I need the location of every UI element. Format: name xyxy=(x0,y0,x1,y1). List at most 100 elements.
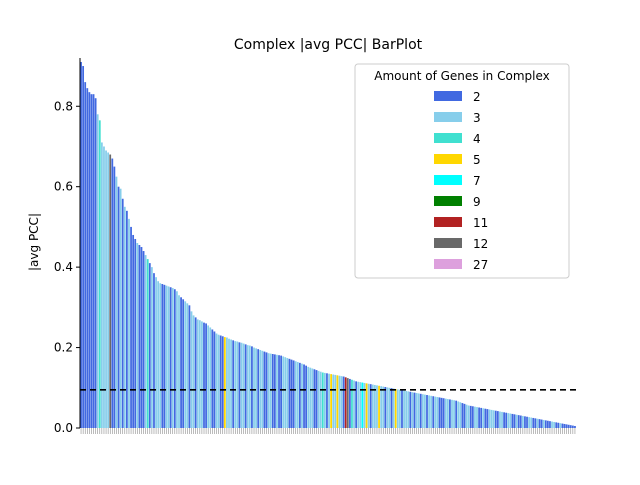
bar xyxy=(536,418,539,428)
legend-label: 2 xyxy=(473,90,481,104)
bar xyxy=(130,226,132,428)
bar xyxy=(159,283,162,428)
bar xyxy=(161,284,164,428)
bar xyxy=(559,423,562,428)
bar xyxy=(494,410,497,428)
bar xyxy=(173,289,176,428)
bar xyxy=(215,333,218,428)
bar xyxy=(524,416,526,428)
legend-label: 27 xyxy=(473,258,488,272)
bar xyxy=(226,337,228,428)
bar xyxy=(444,398,447,428)
legend: Amount of Genes in Complex 2 3 4 5 7 9 11 12 27 xyxy=(354,63,570,279)
bar xyxy=(513,414,516,428)
legend-title: Amount of Genes in Complex xyxy=(374,69,549,83)
bar xyxy=(296,362,299,428)
bar xyxy=(205,323,207,428)
bar xyxy=(188,305,191,428)
bar xyxy=(346,378,349,428)
bar xyxy=(90,94,93,428)
bar xyxy=(259,349,262,428)
bar xyxy=(138,245,141,428)
legend-label: 9 xyxy=(473,195,481,209)
bar xyxy=(526,416,528,428)
bar xyxy=(298,362,301,428)
bar xyxy=(421,394,424,428)
bar xyxy=(461,403,464,428)
legend-swatch xyxy=(434,91,462,101)
bar xyxy=(115,176,118,428)
legend-swatch xyxy=(434,154,462,164)
bar xyxy=(136,243,139,428)
bar xyxy=(86,88,89,428)
bar xyxy=(251,346,253,428)
bar xyxy=(196,319,199,428)
bar xyxy=(128,218,130,428)
bar xyxy=(369,384,372,428)
bar xyxy=(499,411,501,428)
bar xyxy=(386,387,389,428)
bar xyxy=(534,418,537,428)
bar xyxy=(92,94,95,428)
legend-swatch xyxy=(434,133,462,143)
bar xyxy=(403,390,405,428)
bar xyxy=(399,389,401,428)
legend-swatch xyxy=(434,175,462,185)
bar xyxy=(163,284,166,428)
bar xyxy=(571,425,574,428)
bar xyxy=(374,384,376,428)
y-tick-label: 0.0 xyxy=(54,421,73,435)
bar xyxy=(540,419,543,428)
bar xyxy=(267,353,270,428)
bar xyxy=(192,315,195,428)
bar xyxy=(521,415,524,428)
legend-label: 12 xyxy=(473,237,488,251)
bar xyxy=(96,114,99,429)
bar xyxy=(363,382,366,428)
bar xyxy=(449,399,451,428)
bar xyxy=(361,382,364,428)
bar xyxy=(151,267,153,428)
bar xyxy=(451,399,453,428)
bar xyxy=(311,368,314,428)
bar xyxy=(407,391,410,428)
bar xyxy=(488,409,491,428)
bar xyxy=(244,344,247,428)
bar xyxy=(107,152,110,428)
bar xyxy=(176,291,178,428)
bar xyxy=(98,120,101,428)
bar xyxy=(501,411,503,428)
bar xyxy=(309,367,312,428)
bar xyxy=(401,390,403,428)
bar xyxy=(382,386,385,428)
bar xyxy=(223,337,226,428)
legend-box xyxy=(354,63,570,279)
bar xyxy=(186,303,189,428)
bar xyxy=(507,413,510,428)
bar xyxy=(376,385,378,428)
bar xyxy=(144,255,147,428)
bar xyxy=(459,402,462,428)
bar xyxy=(80,62,82,429)
bar xyxy=(336,375,339,428)
bar xyxy=(532,417,535,428)
bar xyxy=(496,411,499,428)
bar xyxy=(132,234,135,428)
bar xyxy=(530,417,533,428)
bar xyxy=(476,407,478,428)
bar xyxy=(565,424,568,428)
legend-label: 4 xyxy=(473,132,481,146)
bar xyxy=(121,198,124,428)
bar xyxy=(194,317,197,428)
y-tick-label: 0.2 xyxy=(54,341,73,355)
bar xyxy=(557,422,560,428)
bar xyxy=(273,354,276,428)
bar xyxy=(432,396,435,428)
bar xyxy=(301,363,303,428)
bar xyxy=(549,421,551,428)
bar xyxy=(430,395,433,428)
bar xyxy=(415,393,418,428)
bar xyxy=(140,247,143,428)
bar xyxy=(230,339,232,428)
